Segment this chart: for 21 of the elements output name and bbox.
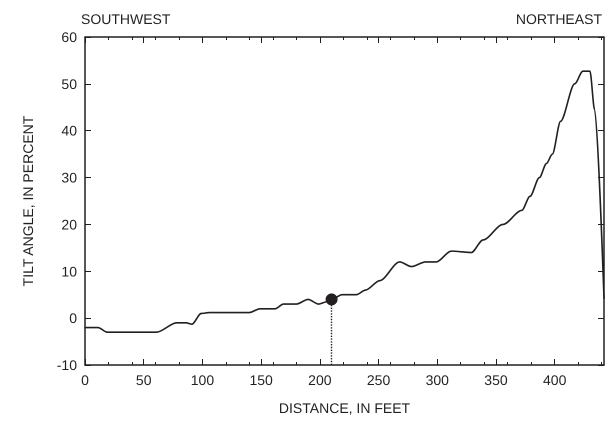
y-tick-label: 30 — [61, 170, 78, 186]
y-tick-label: 60 — [61, 29, 78, 45]
y-tick-label: 0 — [69, 310, 78, 326]
text: SOUTHWEST — [81, 11, 171, 27]
text: NORTHEAST — [516, 11, 602, 27]
x-tick-label: 150 — [249, 372, 274, 388]
x-axis-title: DISTANCE, IN FEET — [278, 400, 411, 416]
y-tick-label: 50 — [61, 76, 78, 92]
y-axis-title: TILT ANGLE, IN PERCENT — [20, 115, 36, 286]
x-tick-label: 250 — [366, 372, 390, 388]
x-tick-label: 0 — [81, 372, 90, 388]
y-tick-label: 40 — [61, 122, 78, 139]
x-tick-label: 100 — [190, 372, 214, 388]
x-tick-label: 350 — [484, 372, 508, 388]
y-tick-label: -10 — [56, 357, 78, 373]
y-tick-label: 20 — [61, 216, 78, 232]
x-tick-label: 200 — [308, 372, 332, 388]
x-tick-label: 300 — [426, 372, 450, 388]
x-tick-label: 50 — [136, 372, 152, 388]
y-tick-label: 10 — [61, 263, 78, 280]
x-tick-label: 400 — [543, 372, 567, 388]
